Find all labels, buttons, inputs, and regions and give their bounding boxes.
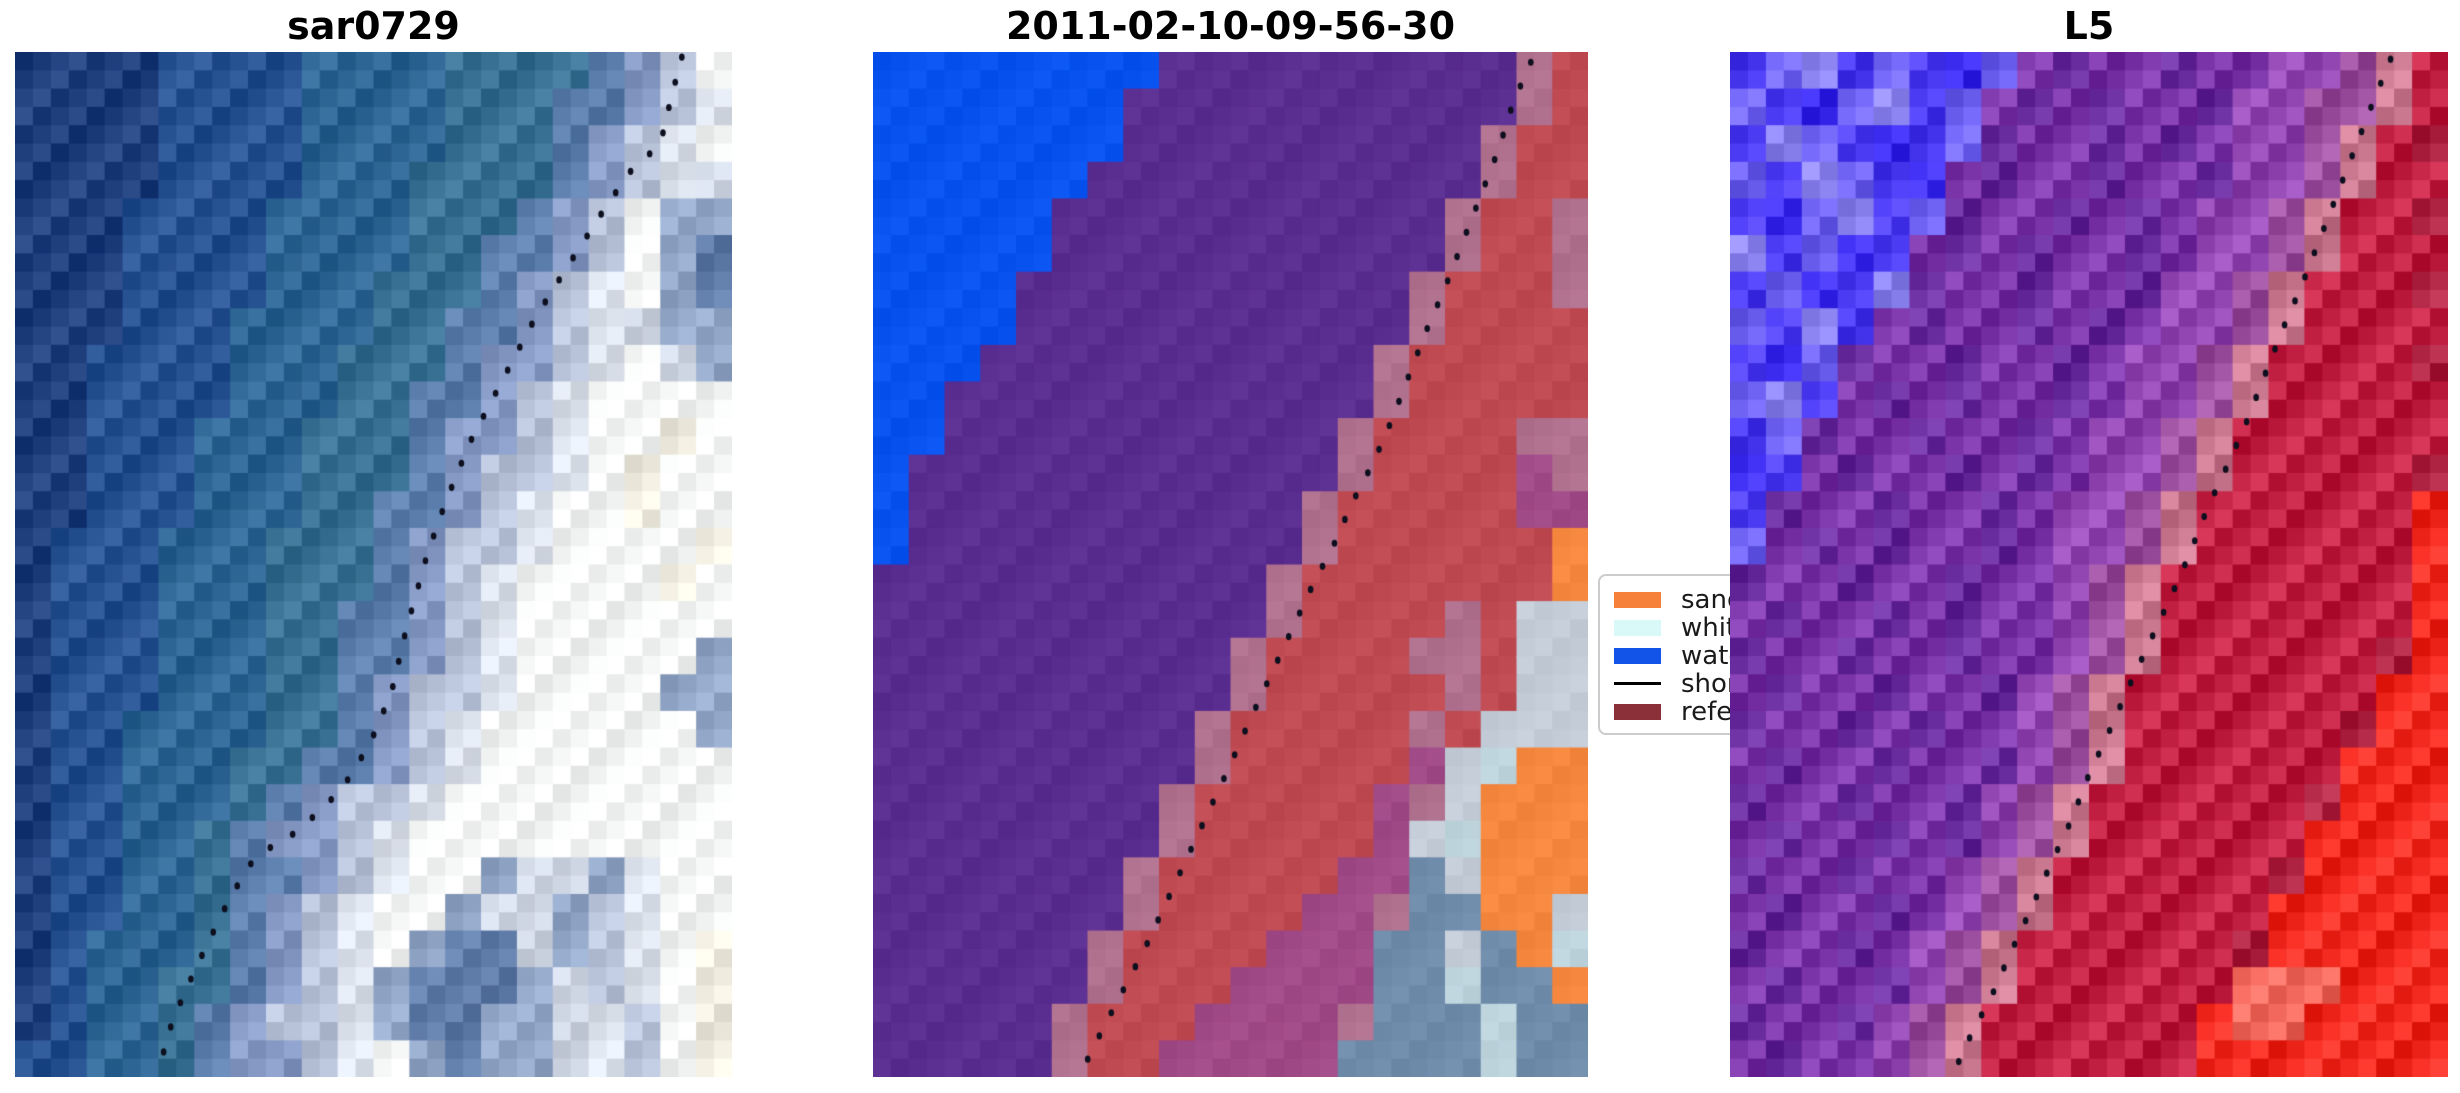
l5-image-canvas <box>1730 52 2448 1077</box>
panel-title-classified-date: 2011-02-10-09-56-30 <box>1005 4 1456 48</box>
sand-swatch <box>1614 591 1661 608</box>
whitewater-swatch <box>1614 619 1661 636</box>
panel-title-l5: L5 <box>2063 4 2115 48</box>
panel-sar-image <box>15 52 732 1077</box>
water-swatch <box>1614 647 1661 664</box>
panel-classified-image <box>873 52 1588 1077</box>
classified-image-canvas <box>873 52 1588 1077</box>
shoreline-swatch <box>1614 682 1661 685</box>
panel-l5-image <box>1730 52 2448 1077</box>
sar-image-canvas <box>15 52 732 1077</box>
panel-title-sar: sar0729 <box>287 4 460 48</box>
reference-swatch <box>1614 703 1661 720</box>
